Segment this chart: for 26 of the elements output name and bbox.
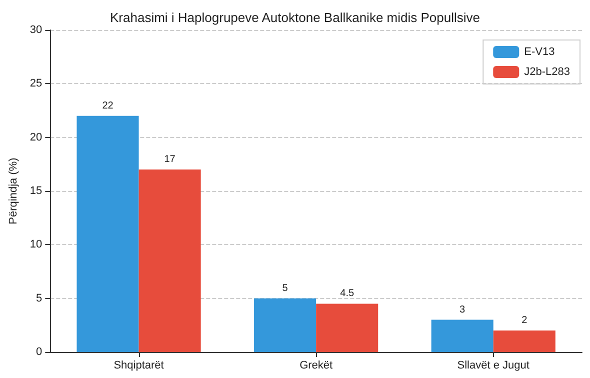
data-label: 2 [522, 315, 528, 326]
bar [431, 320, 494, 352]
y-tick-label: 25 [30, 78, 42, 90]
x-tick-label: Sllavët e Jugut [457, 360, 530, 372]
bar [254, 298, 316, 352]
x-tick-label: Grekët [300, 360, 333, 372]
y-tick-label: 20 [30, 131, 42, 144]
y-tick-label: 5 [36, 292, 42, 304]
y-tick-label: 0 [36, 346, 42, 358]
bar [316, 304, 378, 352]
data-label: 3 [460, 304, 466, 316]
data-label: 22 [102, 100, 114, 112]
data-label: 4.5 [340, 288, 354, 300]
bar [76, 116, 139, 352]
legend-label: J2b-L283 [524, 66, 570, 78]
bar [138, 170, 201, 352]
y-tick-label: 30 [30, 24, 42, 36]
y-tick-label: 10 [30, 238, 42, 251]
y-tick-label: 15 [30, 185, 42, 197]
data-label: 5 [282, 282, 288, 294]
bar [493, 330, 556, 352]
chart-title: Krahasimi i Haplogrupeve Autoktone Ballkanike midis Popullsive [110, 10, 480, 25]
x-tick-label: Shqiptarët [114, 360, 164, 372]
y-axis-title: Përqindja (%) [8, 158, 20, 224]
legend-label: E-V13 [524, 46, 555, 58]
data-label: 17 [164, 154, 176, 166]
